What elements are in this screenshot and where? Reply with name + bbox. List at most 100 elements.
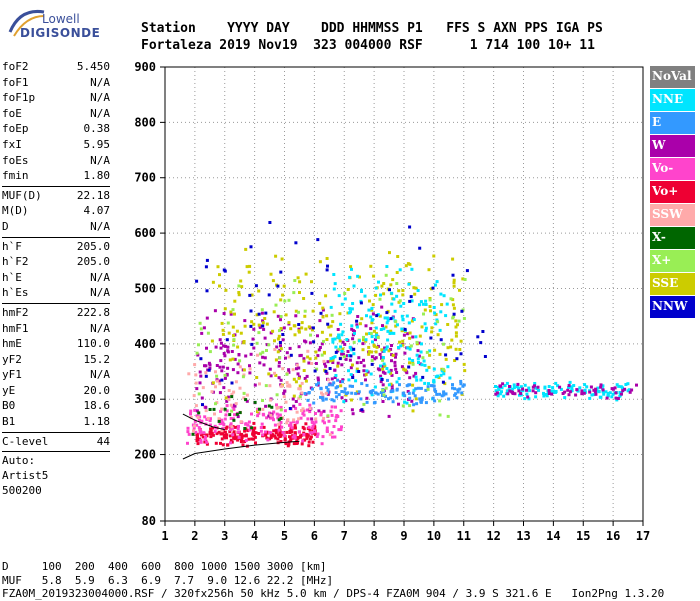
echo-point <box>231 357 235 361</box>
echo-point <box>262 425 266 429</box>
echo-point <box>193 419 197 423</box>
echo-point <box>243 429 247 433</box>
echo-point <box>384 386 388 390</box>
param-name: yF2 <box>2 352 22 366</box>
echo-point <box>432 380 436 384</box>
echo-point <box>418 397 422 401</box>
echo-point <box>427 365 431 369</box>
echo-point <box>334 345 338 349</box>
echo-point <box>287 321 291 325</box>
echo-point <box>230 425 234 429</box>
echo-point <box>288 423 291 427</box>
echo-point <box>483 355 487 358</box>
echo-point <box>360 382 364 386</box>
param-name: hmE <box>2 337 22 351</box>
legend-item-w: W <box>650 135 695 157</box>
echo-point <box>233 357 237 361</box>
echo-point <box>436 320 440 324</box>
echo-point <box>281 333 285 336</box>
echo-point <box>589 385 593 389</box>
echo-point <box>407 383 410 387</box>
x-tick-label: 8 <box>371 529 378 543</box>
echo-point <box>225 409 229 413</box>
echo-point <box>537 388 540 392</box>
echo-point <box>222 344 226 348</box>
echo-point <box>594 392 598 396</box>
echo-point <box>398 268 402 272</box>
echo-point <box>300 326 304 330</box>
echo-point <box>276 337 280 341</box>
echo-point <box>232 390 236 394</box>
echo-point <box>207 368 211 372</box>
echo-point <box>258 325 262 329</box>
echo-point <box>275 403 278 407</box>
echo-point <box>204 265 208 269</box>
echo-point <box>380 305 384 309</box>
echo-point <box>326 392 330 396</box>
echo-point <box>460 391 464 395</box>
echo-point <box>370 335 374 339</box>
echo-point <box>195 351 199 355</box>
param-separator <box>2 185 110 187</box>
echo-point <box>242 396 246 400</box>
echo-point <box>585 385 589 389</box>
legend-item-sse: SSE <box>650 273 695 295</box>
echo-point <box>419 350 423 354</box>
echo-point <box>216 265 220 269</box>
echo-point <box>410 267 414 271</box>
echo-point <box>338 357 342 361</box>
echo-point <box>458 348 462 351</box>
echo-point <box>390 384 394 388</box>
echo-point <box>336 385 339 389</box>
echo-point <box>273 423 277 427</box>
echo-point <box>310 280 313 284</box>
echo-point <box>302 359 306 363</box>
echo-point <box>279 270 283 274</box>
echo-point <box>381 356 385 359</box>
param-name: foEs <box>2 153 29 167</box>
echo-point <box>457 319 461 323</box>
echo-point <box>382 292 386 296</box>
echo-point <box>423 381 427 385</box>
echo-point <box>293 436 297 440</box>
echo-point <box>411 391 415 395</box>
echo-point <box>272 418 275 422</box>
autoscaling-info: Artist5 <box>2 469 49 483</box>
echo-point <box>374 293 378 297</box>
echo-point <box>319 311 323 315</box>
echo-point <box>348 358 352 362</box>
echo-point <box>388 251 391 255</box>
echo-point <box>273 339 276 343</box>
echo-point <box>462 362 466 366</box>
echo-point <box>310 291 314 295</box>
legend-item-noval: NoVal <box>650 66 695 88</box>
param-separator <box>2 236 110 238</box>
echo-point <box>246 423 250 427</box>
param-name: fmin <box>2 169 29 183</box>
echo-point <box>397 402 400 406</box>
echo-point <box>434 322 438 326</box>
echo-point <box>389 382 393 386</box>
param-value: 18.6 <box>83 399 111 413</box>
echo-point <box>345 392 348 395</box>
echo-point <box>203 440 207 444</box>
echo-point <box>265 322 269 326</box>
echo-point <box>347 369 350 373</box>
echo-point <box>289 421 293 425</box>
echo-point <box>220 369 224 373</box>
echo-point <box>386 318 390 322</box>
echo-point <box>229 441 232 445</box>
echo-point <box>221 443 225 447</box>
echo-point <box>449 297 453 301</box>
echo-point <box>254 441 257 445</box>
echo-point <box>249 309 253 313</box>
echo-point <box>228 434 232 438</box>
echo-point <box>401 317 405 321</box>
echo-point <box>208 431 212 435</box>
echo-point <box>223 417 227 421</box>
echo-point <box>517 386 520 390</box>
echo-point <box>204 409 208 413</box>
echo-point <box>298 402 302 406</box>
echo-point <box>304 433 308 437</box>
echo-point <box>376 392 380 396</box>
